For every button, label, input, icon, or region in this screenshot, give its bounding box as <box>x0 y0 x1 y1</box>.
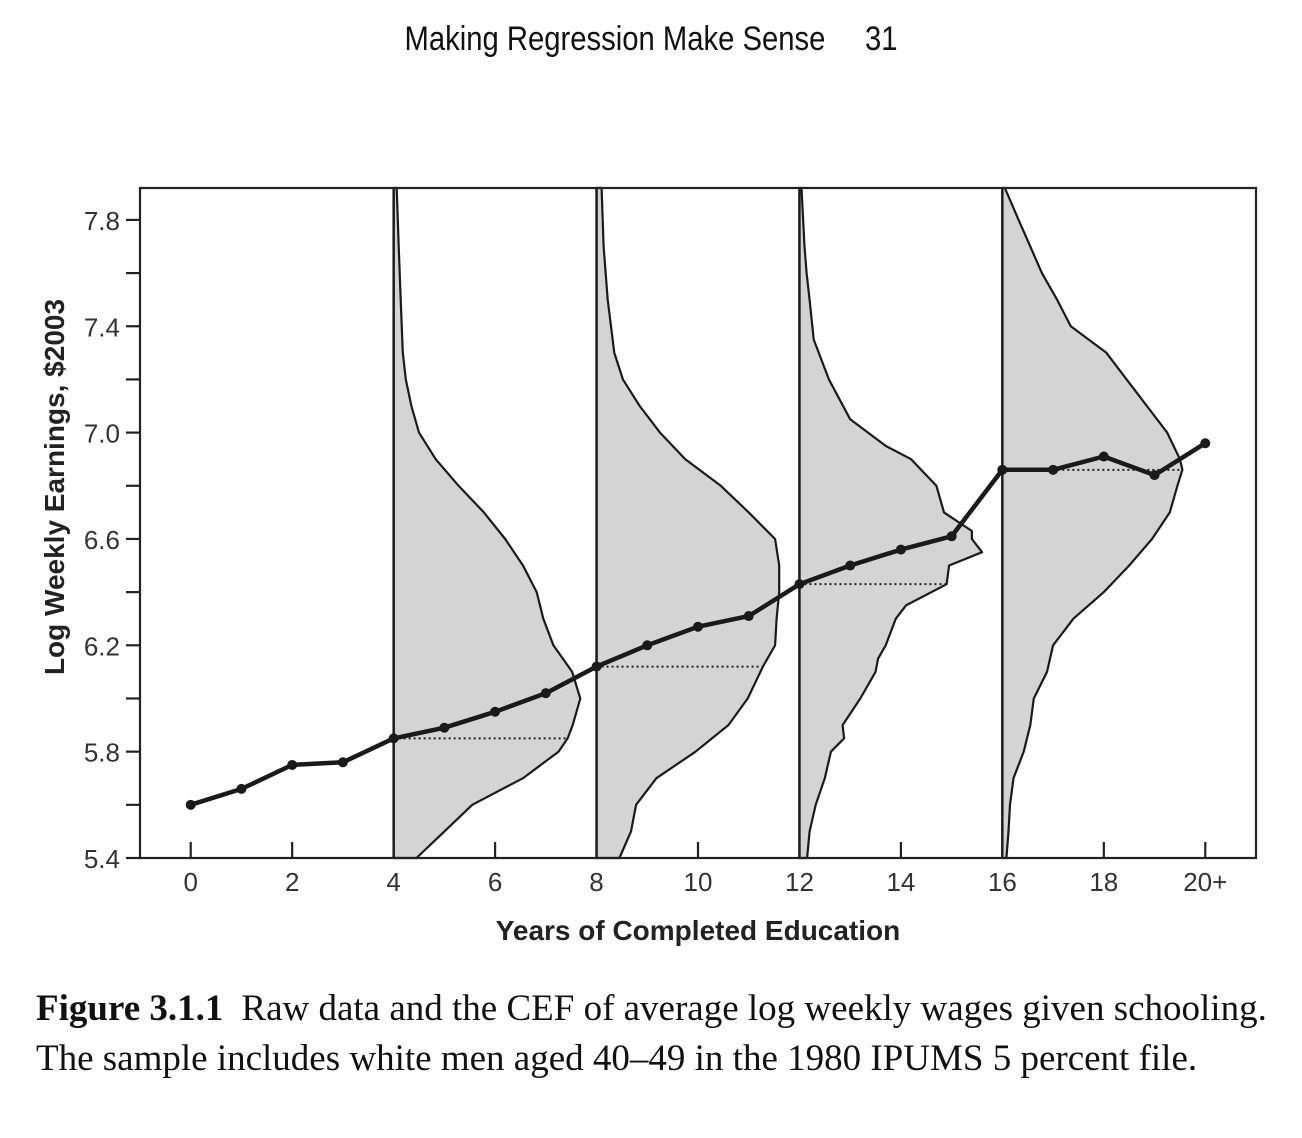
cef-series <box>185 438 1211 810</box>
cef-point <box>997 464 1008 475</box>
y-tick-label: 6.2 <box>84 631 120 661</box>
cef-point <box>1048 464 1059 475</box>
y-axis-title: Log Weekly Earnings, $2003 <box>39 299 70 675</box>
cef-chart: 0 2 4 6 8 10 12 14 16 18 20+ 5.4 5.8 6.2 6.6 7.0 7.4 7.8… <box>39 186 1258 946</box>
cef-point <box>845 560 856 571</box>
x-tick-label: 20+ <box>1183 867 1227 897</box>
page-number: 31 <box>864 20 898 58</box>
x-tick-label: 12 <box>785 867 814 897</box>
cef-point <box>895 544 906 555</box>
cef-point <box>693 621 703 632</box>
y-tick-label: 5.4 <box>84 844 120 874</box>
cef-point <box>236 783 247 794</box>
cef-point <box>1200 438 1211 449</box>
distribution-8 <box>595 186 781 860</box>
figure-caption: Figure 3.1.1 Raw data and the CEF of aver… <box>36 984 1276 1084</box>
y-tick-label: 5.8 <box>84 738 120 768</box>
x-tick-label: 14 <box>886 867 915 897</box>
cef-point <box>591 661 602 672</box>
cef-point <box>337 757 348 768</box>
x-tick-label: 2 <box>285 867 299 897</box>
cef-point <box>946 531 957 542</box>
cef-point <box>1098 451 1109 462</box>
figure-label: Figure 3.1.1 <box>36 988 224 1029</box>
x-tick-label: 16 <box>988 867 1017 897</box>
distribution-baselines <box>392 188 1004 858</box>
cef-point <box>540 688 551 699</box>
cef-point <box>439 722 450 733</box>
y-tick-label: 7.0 <box>84 419 120 449</box>
cef-point <box>490 706 501 717</box>
x-tick-label: 8 <box>589 867 603 897</box>
cef-point <box>794 579 805 590</box>
y-tick-label: 6.6 <box>84 525 120 555</box>
x-tick-label: 6 <box>488 867 502 897</box>
cef-point <box>185 799 196 810</box>
x-tick-label: 0 <box>183 867 197 897</box>
cef-point <box>642 640 653 651</box>
x-tick-label: 10 <box>684 867 713 897</box>
x-tick-label: 18 <box>1089 867 1118 897</box>
cef-point <box>743 611 754 622</box>
x-axis: 0 2 4 6 8 10 12 14 16 18 20+ <box>183 842 1227 897</box>
figure-caption-text: Raw data and the CEF of average log week… <box>36 988 1267 1079</box>
x-tick-label: 4 <box>386 867 400 897</box>
y-tick-label: 7.8 <box>84 206 120 236</box>
distribution-12 <box>798 186 984 860</box>
distribution-layer <box>392 186 1184 860</box>
cef-point <box>287 759 298 770</box>
x-axis-title: Years of Completed Education <box>496 915 901 946</box>
y-axis: 5.4 5.8 6.2 6.6 7.0 7.4 7.8 <box>84 206 140 874</box>
distribution-4 <box>392 186 582 860</box>
y-tick-label: 7.4 <box>84 312 120 342</box>
running-head: Making Regression Make Sense 31 <box>91 20 1211 59</box>
cef-point <box>388 733 399 744</box>
cef-point <box>1149 470 1160 481</box>
distribution-16 <box>1001 186 1184 860</box>
running-head-title: Making Regression Make Sense <box>404 20 826 58</box>
